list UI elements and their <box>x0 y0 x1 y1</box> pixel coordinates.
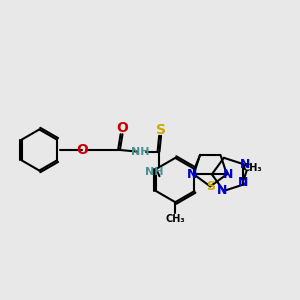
Text: S: S <box>206 180 215 193</box>
Text: O: O <box>76 143 88 157</box>
Text: NH: NH <box>130 147 149 157</box>
Text: NH: NH <box>145 167 163 177</box>
Text: N: N <box>238 176 248 190</box>
Text: N: N <box>217 184 227 197</box>
Text: CH₃: CH₃ <box>242 163 262 173</box>
Text: S: S <box>156 123 166 137</box>
Text: N: N <box>187 168 197 181</box>
Text: N: N <box>223 168 234 181</box>
Text: O: O <box>117 122 128 136</box>
Text: CH₃: CH₃ <box>166 214 185 224</box>
Text: N: N <box>240 158 250 171</box>
